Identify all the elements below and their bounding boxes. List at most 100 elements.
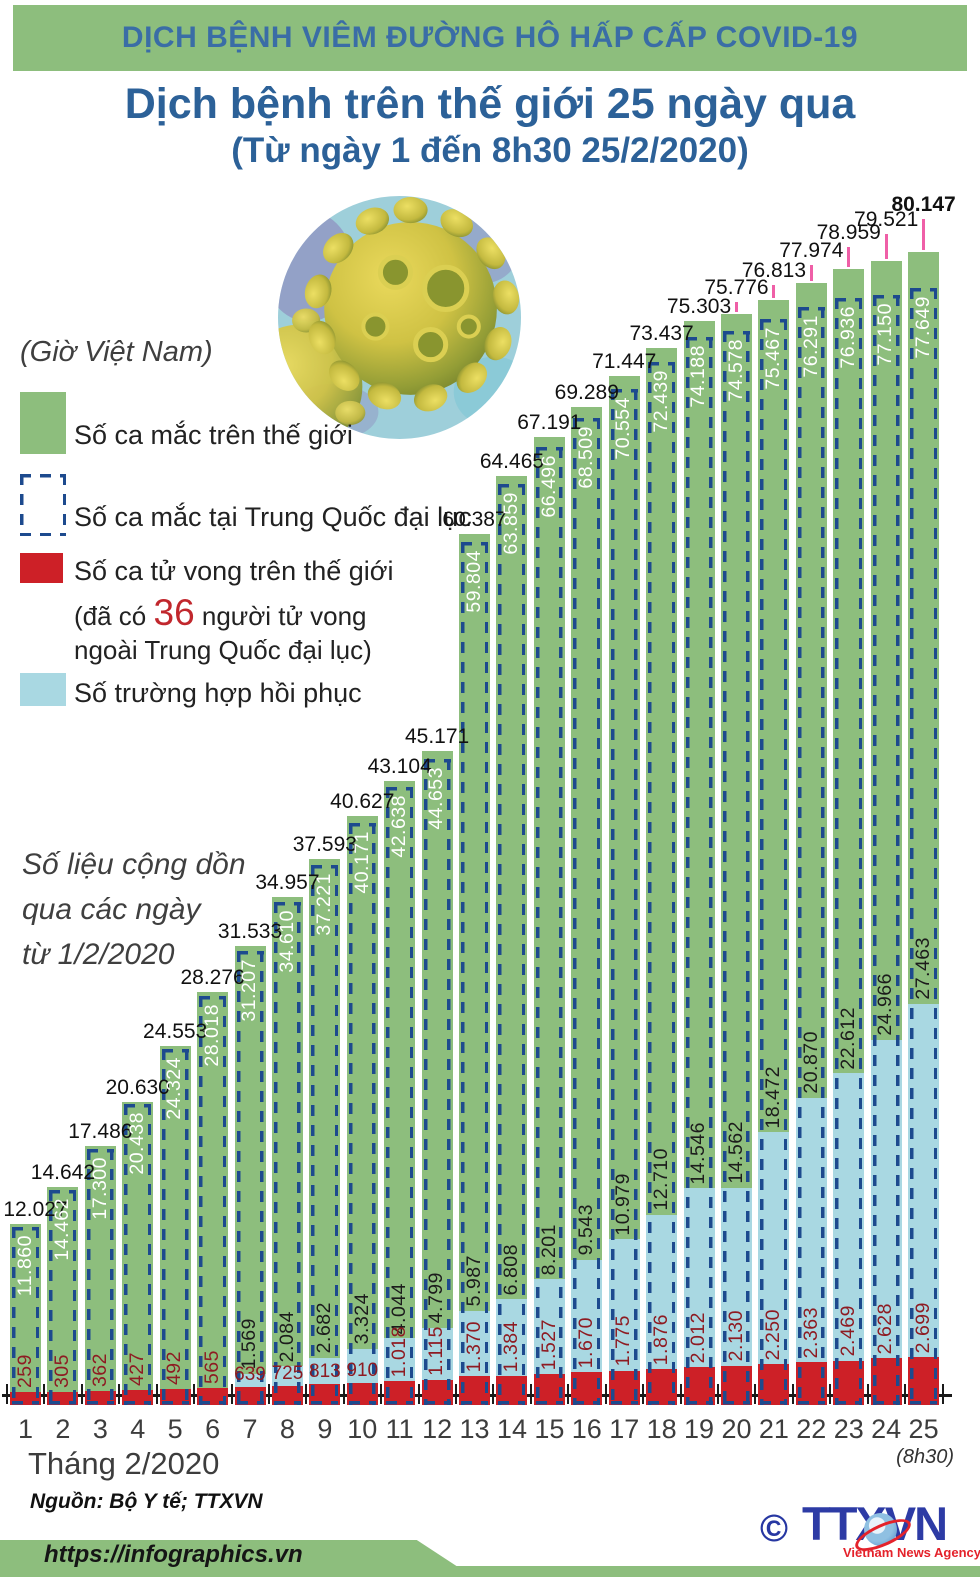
bar-recovered-label-wrap: 3.324 (347, 1201, 378, 1344)
bar-deaths-label: 910 (346, 1360, 379, 1381)
bar-china-label-wrap: 76.936 (833, 306, 864, 446)
bar-china-value: 75.467 (762, 326, 785, 390)
bar-recovered-value: 27.463 (911, 937, 934, 1000)
bar-china-value: 34.610 (275, 909, 298, 973)
axis-tick (567, 1384, 570, 1404)
bar-deaths-value: 2.012 (687, 1311, 710, 1364)
bar-deaths-value: 305 (51, 1353, 74, 1388)
bar-recovered-label-wrap: 14.562 (721, 1040, 752, 1184)
bar-world-label: 14.642 (30, 1161, 96, 1184)
x-axis-day-label: 19 (684, 1414, 715, 1444)
bar-china-label-wrap: 28.018 (197, 1004, 228, 1144)
footer-strip (0, 1566, 980, 1577)
bar-deaths-value: 492 (163, 1350, 186, 1385)
label-leader-line (922, 219, 926, 250)
axis-tick (754, 1384, 757, 1404)
axis-tick (193, 1384, 196, 1404)
bar-china-value: 66.496 (537, 454, 560, 518)
bar-deaths-label-wrap: 1.670 (571, 1224, 602, 1368)
x-axis-day-label: 18 (646, 1414, 677, 1444)
bar-china-outline (236, 950, 264, 1405)
bar-deaths-label-wrap: 2.469 (833, 1213, 864, 1357)
bar-world-label: 24.553 (143, 1019, 208, 1043)
label-leader-line (884, 233, 888, 259)
bar-deaths-label-wrap: 2.699 (908, 1209, 939, 1353)
bar-china-label-wrap: 20.438 (122, 1112, 153, 1252)
globe-icon (864, 1513, 897, 1546)
bar-world-label: 37.593 (292, 833, 357, 857)
bar-deaths-label-wrap: 2.363 (796, 1214, 827, 1358)
bar-china-value: 74.578 (724, 339, 747, 403)
bar-china-label-wrap: 37.221 (309, 873, 340, 1013)
bar-deaths-label-wrap: 492 (160, 1241, 191, 1385)
bar-deaths-label-wrap: 2.628 (871, 1210, 902, 1354)
bar-china-value: 70.554 (612, 396, 635, 460)
bar-china-outline (348, 822, 376, 1405)
bar-world-label: 69.289 (554, 380, 619, 404)
page-subtitle: (Từ ngày 1 đến 8h30 25/2/2020) (231, 131, 749, 170)
x-axis-day-label: 1 (17, 1414, 34, 1444)
bar-deaths-value: 2.469 (836, 1305, 859, 1357)
bar-deaths-label-wrap: 1.384 (496, 1228, 527, 1372)
bar-china-label-wrap: 44.653 (422, 767, 453, 907)
bar-china-outline (535, 446, 563, 1405)
axis-tick (43, 1384, 46, 1404)
bar-china-value: 28.018 (200, 1004, 223, 1067)
bar-recovered-value: 1.569 (238, 1318, 261, 1370)
bar-china-outline (423, 758, 451, 1405)
axis-tick (230, 1384, 233, 1404)
legend-recovered-swatch (20, 673, 66, 706)
bar-china-outline (124, 1104, 152, 1405)
bar-china-outline (835, 297, 863, 1405)
x-axis-day-label: 4 (130, 1414, 146, 1444)
bar-world-label: 78.959 (816, 220, 881, 244)
x-axis-day-label: 7 (242, 1414, 258, 1444)
bar-world-label: 12.027 (3, 1198, 68, 1222)
bar-china-value: 17.300 (88, 1157, 111, 1220)
bar-recovered-value: 12.710 (649, 1147, 672, 1211)
header-banner-text: DỊCH BỆNH VIÊM ĐƯỜNG HÔ HẤP CẤP COVID-19 (121, 21, 859, 54)
bar-china-outline (872, 294, 900, 1405)
bar-china-outline (49, 1189, 77, 1405)
bar-china-label-wrap: 24.324 (160, 1057, 191, 1197)
bar-china-label-wrap: 76.291 (796, 315, 827, 455)
bar-china-outline (12, 1226, 39, 1405)
axis-tick (829, 1384, 832, 1404)
bar-recovered-label-wrap: 2.682 (309, 1210, 340, 1353)
x-axis-day-label: 16 (571, 1414, 602, 1444)
bar-deaths-value: 1.876 (649, 1313, 672, 1366)
bar-deaths-label-wrap: 427 (122, 1242, 153, 1386)
deaths-note-prefix: (đã có (74, 601, 154, 631)
bar-china-outline (86, 1149, 114, 1405)
axis-tick (155, 1384, 158, 1404)
bar-deaths-value: 362 (88, 1352, 111, 1387)
bar-china-outline (610, 388, 638, 1405)
bar-recovered-value: 14.562 (724, 1121, 747, 1185)
bar-recovered-label-wrap: 12.710 (646, 1067, 677, 1211)
bar-deaths-label-wrap: 2.012 (684, 1219, 715, 1363)
label-leader-line (847, 246, 851, 267)
cumulative-note-line3: từ 1/2/2020 (22, 938, 175, 971)
bar-china-label-wrap: 34.610 (272, 910, 303, 1050)
bar-china-label-wrap: 42.638 (384, 795, 415, 935)
bar-deaths-value: 1.115 (425, 1326, 448, 1377)
x-axis-day-label: 15 (534, 1414, 565, 1444)
axis-tick (642, 1384, 645, 1404)
bar-recovered-label-wrap: 10.979 (609, 1091, 640, 1236)
x-axis-day-label: 11 (385, 1414, 414, 1444)
bar-deaths-value: 1.527 (537, 1318, 560, 1371)
axis-tick (529, 1384, 532, 1404)
bar-deaths-value: 2.250 (762, 1308, 785, 1360)
bar-world-label: 34.957 (255, 871, 320, 895)
bar-deaths-label-wrap: 362 (85, 1243, 116, 1387)
axis-tick (305, 1384, 308, 1404)
legend-deaths-label: Số ca tử vong trên thế giới (74, 556, 394, 586)
label-leader-line (772, 284, 776, 298)
axis-tick (342, 1384, 345, 1404)
bar-deaths-label: 639 (234, 1363, 266, 1385)
source-note: Nguồn: Bộ Y tế; TTXVN (30, 1490, 263, 1513)
axis-tick (679, 1384, 682, 1404)
bar-china-value: 76.936 (836, 305, 859, 369)
header-banner: DỊCH BỆNH VIÊM ĐƯỜNG HÔ HẤP CẤP COVID-19 (13, 5, 967, 71)
x-axis-day-label: 23 (833, 1414, 864, 1444)
